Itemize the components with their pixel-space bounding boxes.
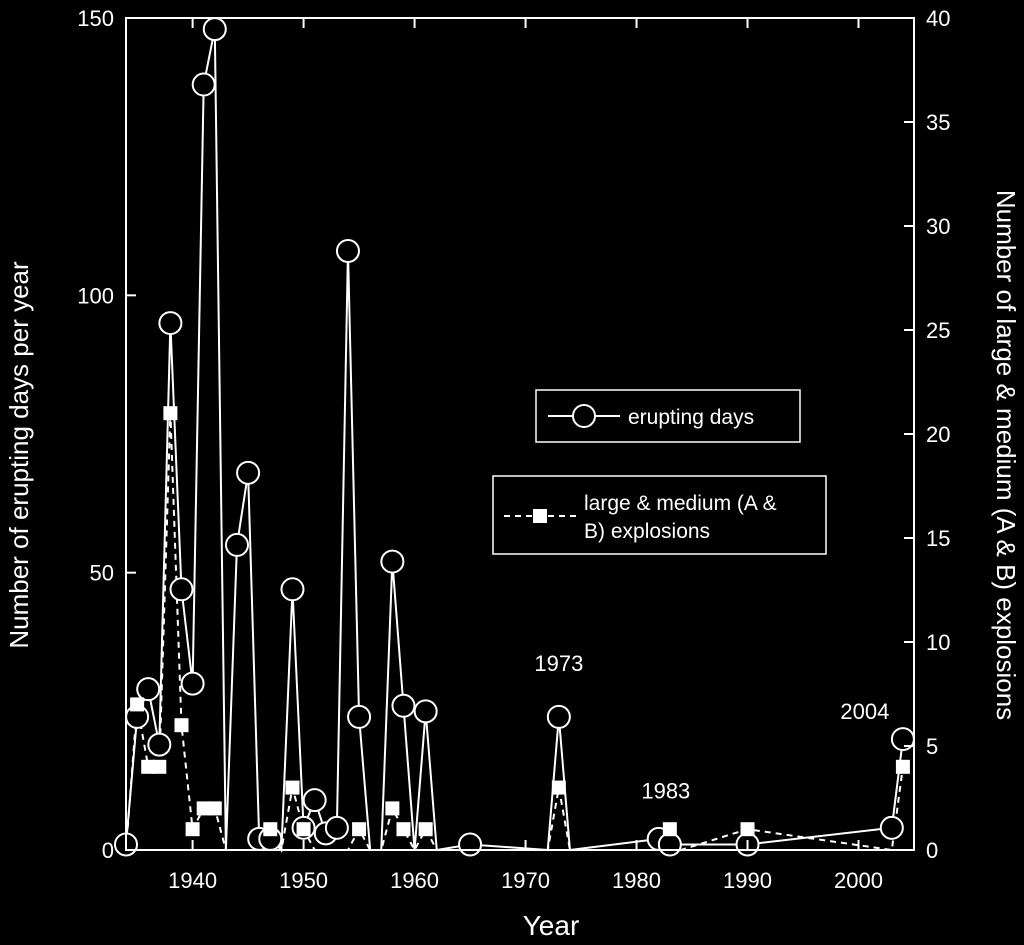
x-tick-label: 1990 [723, 868, 772, 893]
data-point-erupting-days [236, 460, 261, 485]
data-point-explosions [263, 822, 278, 837]
data-point-erupting-days [324, 815, 349, 840]
data-point-erupting-days [180, 671, 205, 696]
data-point-explosions [418, 822, 433, 837]
data-point-erupting-days [191, 72, 216, 97]
ticks-layer: 1940 1950 1960 1970 1980 1990 2000 0 50 100 150 0 5 1… [77, 6, 950, 893]
y-right-tick-label: 15 [926, 526, 950, 551]
legend-label-erupting-days: erupting days [628, 406, 754, 429]
y-left-tick-label: 100 [77, 283, 114, 308]
data-point-erupting-days [202, 17, 227, 42]
data-point-explosions [185, 822, 200, 837]
data-point-erupting-days [657, 832, 682, 857]
data-point-explosions [285, 780, 300, 795]
data-point-erupting-days [879, 815, 904, 840]
data-point-explosions [662, 822, 677, 837]
y-right-tick-label: 5 [926, 734, 938, 759]
data-point-erupting-days [147, 732, 172, 757]
data-point-explosions [130, 697, 145, 712]
data-point-explosions [207, 801, 222, 816]
x-tick-label: 1950 [279, 868, 328, 893]
y-left-tick-label: 50 [90, 561, 114, 586]
data-point-erupting-days [169, 577, 194, 602]
data-point-erupting-days [458, 832, 483, 857]
y-right-tick-label: 20 [926, 422, 950, 447]
data-point-erupting-days [224, 532, 249, 557]
x-tick-label: 1980 [612, 868, 661, 893]
annotations-layer: 1973 1983 2004 [534, 651, 889, 804]
data-point-erupting-days [302, 788, 327, 813]
y-axis-right-label: Number of large & medium (A & B) explosi… [991, 190, 1021, 720]
x-tick-label: 1940 [168, 868, 217, 893]
annotation-label: 1973 [534, 651, 583, 676]
legend-label-explosions-line2: B) explosions [584, 520, 710, 543]
data-point-erupting-days [380, 549, 405, 574]
data-point-explosions [740, 822, 755, 837]
data-point-explosions [352, 822, 367, 837]
annotation-label: 2004 [840, 699, 889, 724]
x-tick-label: 2000 [834, 868, 883, 893]
legend-marker-square [533, 509, 547, 523]
y-right-tick-label: 10 [926, 630, 950, 655]
data-point-erupting-days [413, 699, 438, 724]
data-point-explosions [141, 759, 156, 774]
x-tick-label: 1960 [390, 868, 439, 893]
data-point-explosions [895, 759, 910, 774]
data-point-explosions [174, 718, 189, 733]
annotation-label: 1983 [641, 778, 690, 803]
data-point-erupting-days [335, 238, 360, 263]
y-left-tick-label: 150 [77, 6, 114, 31]
data-point-explosions [396, 822, 411, 837]
y-right-tick-label: 40 [926, 6, 950, 31]
y-right-tick-label: 25 [926, 318, 950, 343]
data-point-explosions [385, 801, 400, 816]
data-point-explosions [152, 759, 167, 774]
series-layer [114, 17, 915, 857]
x-tick-label: 1970 [501, 868, 550, 893]
legend: erupting days large & medium (A & B) exp… [492, 389, 827, 555]
x-axis-label: Year [523, 910, 580, 941]
data-point-erupting-days [347, 704, 372, 729]
data-point-erupting-days [136, 677, 161, 702]
data-point-erupting-days [546, 704, 571, 729]
y-left-tick-label: 0 [102, 838, 114, 863]
legend-marker-circle [572, 404, 596, 428]
y-right-tick-label: 35 [926, 110, 950, 135]
data-point-erupting-days [280, 577, 305, 602]
y-right-tick-label: 0 [926, 838, 938, 863]
y-axis-left-label: Number of erupting days per year [4, 261, 34, 649]
data-point-erupting-days [158, 311, 183, 336]
y-right-tick-label: 30 [926, 214, 950, 239]
data-point-explosions [196, 801, 211, 816]
series-line-explosions [125, 413, 904, 854]
legend-label-explosions-line1: large & medium (A & [584, 492, 777, 515]
data-point-explosions [163, 406, 178, 421]
data-point-explosions [551, 780, 566, 795]
data-point-explosions [296, 822, 311, 837]
data-point-erupting-days [391, 693, 416, 718]
